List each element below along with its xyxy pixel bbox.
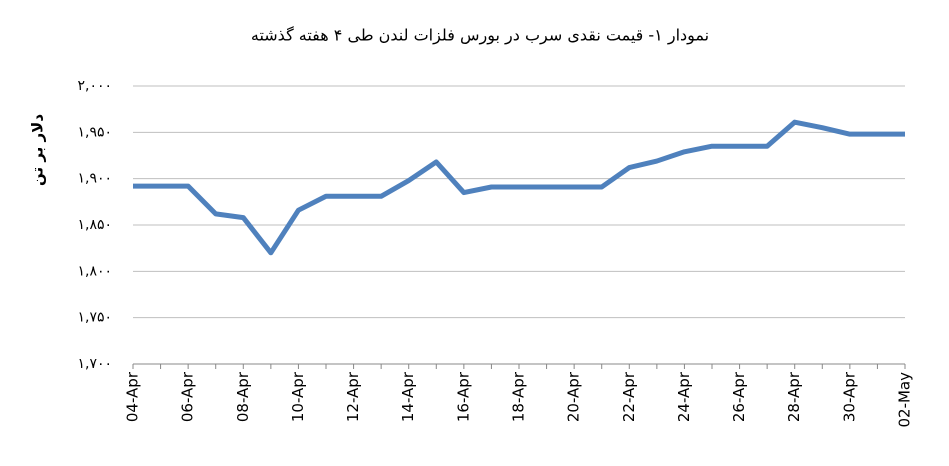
chart-title: نمودار ۱- قیمت نقدی سرب در بورس فلزات لن… — [251, 26, 709, 46]
y-tick-label: ۱,۹۵۰ — [77, 124, 112, 140]
y-tick-label: ۱,۸۰۰ — [77, 263, 112, 279]
y-tick-label: ۱,۹۰۰ — [77, 171, 112, 187]
x-tick-label: 06-Apr — [179, 371, 197, 422]
x-tick-label: 30-Apr — [840, 371, 858, 422]
y-tick-label: ۱,۸۵۰ — [77, 217, 112, 233]
x-tick-label: 12-Apr — [344, 371, 362, 422]
y-axis-label: دلار بر تن — [29, 114, 47, 186]
x-tick-label: 14-Apr — [399, 371, 417, 422]
x-tick-label: 02-May — [896, 372, 914, 428]
x-tick-label: 22-Apr — [620, 371, 638, 422]
x-tick-label: 24-Apr — [675, 371, 693, 422]
x-tick-label: 26-Apr — [730, 371, 748, 422]
x-tick-label: 28-Apr — [785, 371, 803, 422]
y-tick-label: ۱,۷۵۰ — [77, 310, 112, 326]
x-tick-label: 16-Apr — [454, 371, 472, 422]
x-tick-label: 08-Apr — [234, 371, 252, 422]
x-tick-label: 18-Apr — [510, 371, 528, 422]
x-tick-label: 10-Apr — [289, 371, 307, 422]
x-tick-label: 04-Apr — [124, 371, 142, 422]
data-line — [133, 119, 905, 256]
x-tick-label: 20-Apr — [565, 371, 583, 422]
y-tick-label: ۱,۷۰۰ — [77, 356, 112, 372]
y-tick-label: ۲,۰۰۰ — [77, 78, 112, 94]
